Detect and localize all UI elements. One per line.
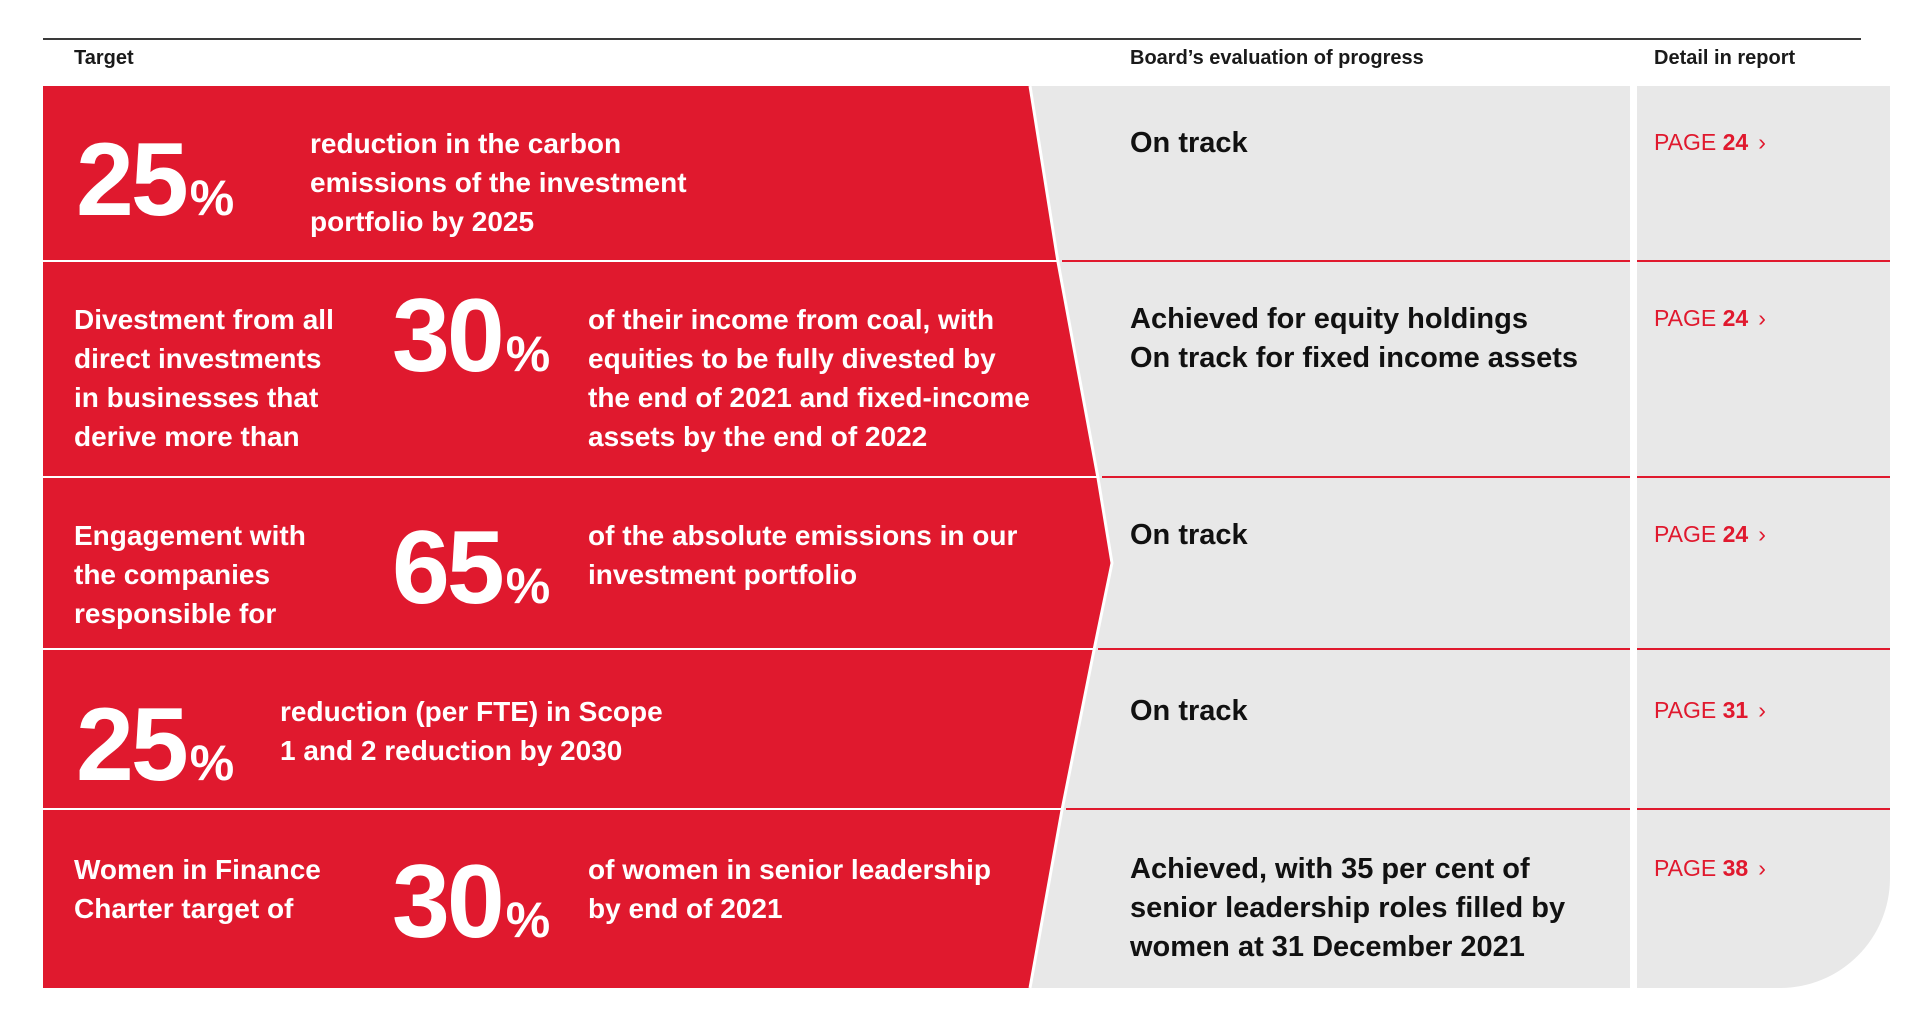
row-divider [43,476,1098,478]
chevron-right-icon: › [1758,129,1766,155]
page-link[interactable]: PAGE 31 › [1654,697,1766,723]
evaluation-text: On track [1130,127,1248,159]
row-divider [43,808,1062,810]
page-link[interactable]: PAGE 24 › [1654,129,1766,155]
target-percentage: 65% [392,510,551,626]
page-link[interactable]: PAGE 24 › [1654,521,1766,547]
header-target: Target [74,47,134,69]
detail-column-background [1637,86,1890,988]
row-divider [1637,476,1890,478]
target-description: reduction in the carbon emissions of the… [310,128,687,237]
target-lead-text: Engagement with the companies responsibl… [74,520,306,629]
evaluation-text: On track [1130,519,1248,551]
target-description: of the absolute emissions in our investm… [588,520,1018,590]
target-percentage: 25% [76,687,235,803]
row-divider [43,260,1058,262]
chevron-right-icon: › [1758,697,1766,723]
header-detail: Detail in report [1654,47,1796,69]
header-evaluation: Board’s evaluation of progress [1130,47,1424,69]
target-percentage: 30% [392,844,551,960]
target-description: of women in senior leadership by end of … [588,854,991,924]
target-lead-text: Divestment from all direct investments i… [74,304,334,452]
row-divider [1066,808,1630,810]
target-description: reduction (per FTE) in Scope 1 and 2 red… [280,696,663,766]
target-lead-text: Women in Finance Charter target of [74,854,321,924]
column-separator [1630,86,1637,988]
row-divider [1098,648,1630,650]
row-divider [1637,808,1890,810]
evaluation-text: On track [1130,695,1248,727]
target-description: of their income from coal, with equities… [588,304,1030,452]
header-rule [43,38,1861,40]
row-divider [1637,648,1890,650]
page-link[interactable]: PAGE 38 › [1654,855,1766,881]
chevron-right-icon: › [1758,305,1766,331]
row-divider [1637,260,1890,262]
evaluation-text: Achieved for equity holdings On track fo… [1130,303,1579,374]
chevron-right-icon: › [1758,521,1766,547]
row-divider [1102,476,1630,478]
row-divider [43,648,1094,650]
row-divider [1062,260,1630,262]
chevron-right-icon: › [1758,855,1766,881]
target-percentage: 30% [392,278,551,394]
page-link[interactable]: PAGE 24 › [1654,305,1766,331]
evaluation-text: Achieved, with 35 per cent of senior lea… [1130,853,1566,963]
target-percentage: 25% [76,122,235,238]
